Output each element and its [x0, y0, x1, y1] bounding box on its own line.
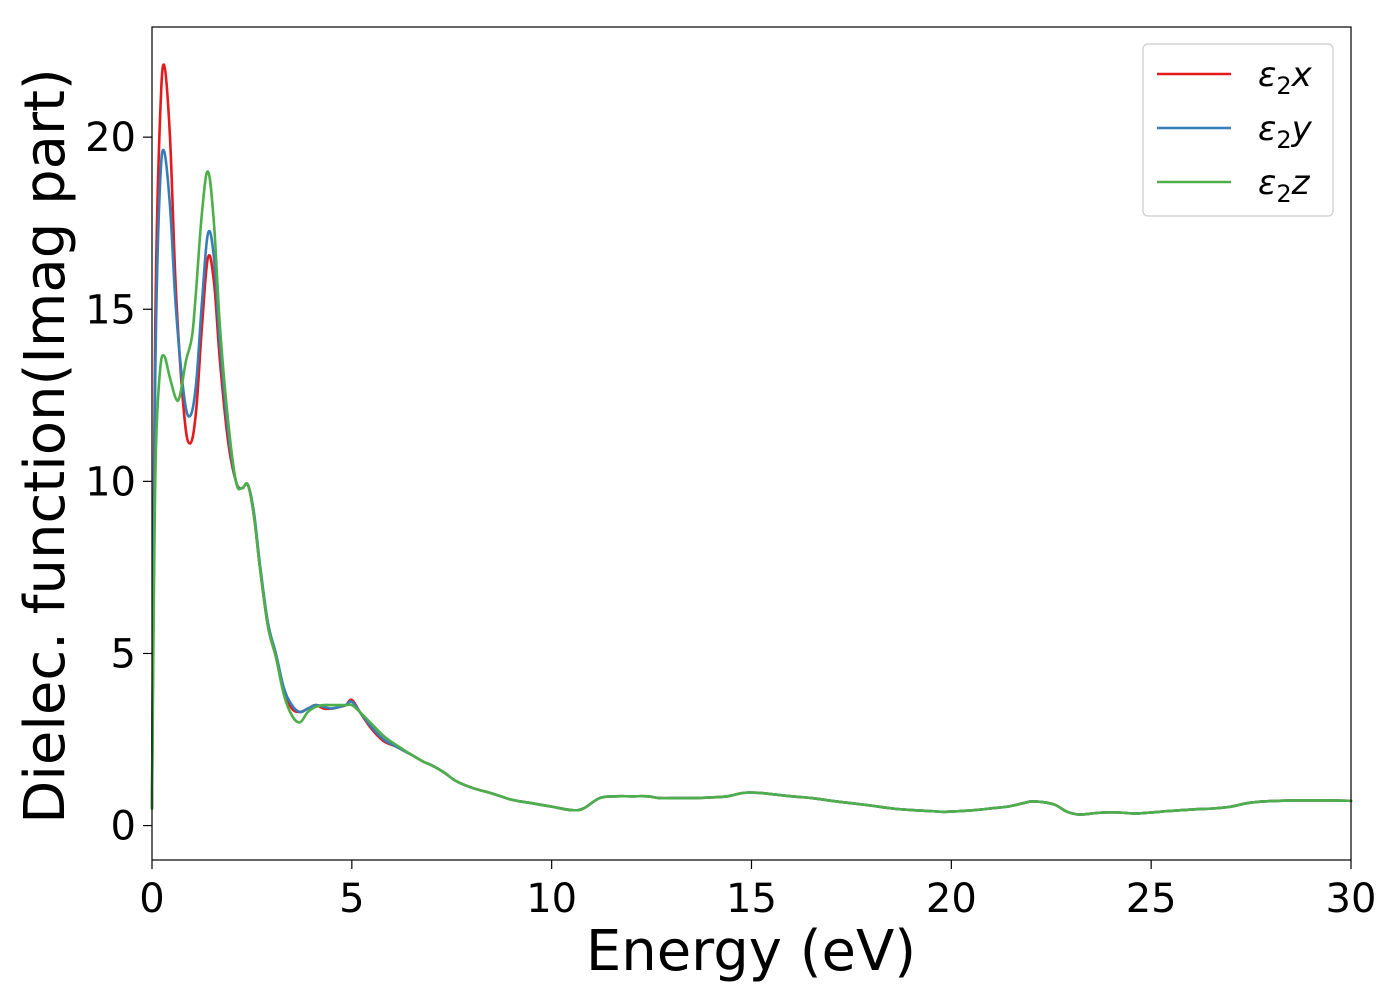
x-tick-label: 30 [1326, 876, 1377, 922]
x-tick-label: 25 [1126, 876, 1177, 922]
y-axis-title: Dielec. function(Imag part) [13, 68, 78, 824]
y-axis-ticks: 0 5 10 15 20 [85, 115, 152, 850]
x-tick-label: 15 [726, 876, 777, 922]
legend: ε2x ε2y ε2z [1142, 43, 1334, 217]
x-tick-label: 10 [526, 876, 577, 922]
x-tick-label: 0 [139, 876, 164, 922]
series-line-z [150, 170, 1353, 816]
y-tick-label: 20 [85, 115, 136, 161]
legend-label-x: ε2x [1258, 55, 1313, 100]
legend-box [1142, 43, 1334, 217]
y-tick-label: 10 [85, 459, 136, 505]
y-tick-label: 0 [111, 804, 136, 850]
y-tick-label: 5 [111, 631, 136, 677]
y-tick-label: 15 [85, 287, 136, 333]
legend-label-z: ε2z [1258, 163, 1311, 208]
x-axis-ticks: 0 5 10 15 20 25 30 [139, 860, 1376, 922]
series-layer [150, 63, 1353, 816]
legend-entries: ε2x ε2y ε2z [1157, 55, 1313, 208]
legend-label-y: ε2y [1258, 109, 1313, 154]
x-axis-title: Energy (eV) [586, 919, 916, 984]
x-tick-label: 20 [926, 876, 977, 922]
x-tick-label: 5 [339, 876, 364, 922]
